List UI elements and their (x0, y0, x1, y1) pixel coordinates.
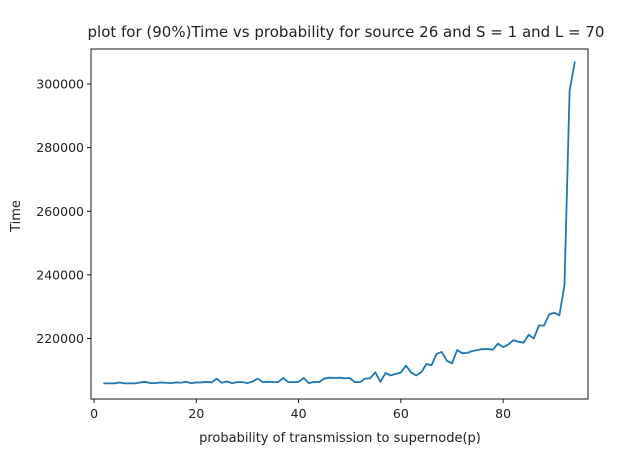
x-tick-label: 0 (90, 406, 98, 421)
axes-frame (90, 48, 589, 400)
y-tick-label: 220000 (36, 331, 84, 346)
y-axis-label: Time (9, 200, 24, 233)
x-tick-label: 40 (291, 406, 307, 421)
series-line-0 (103, 61, 576, 385)
y-tick-label: 300000 (36, 77, 84, 92)
plot-area: 0 20 40 60 80 220000 240000 260000 280000 300000 (36, 48, 589, 421)
y-tick-label: 260000 (36, 204, 84, 219)
y-tick-label: 240000 (36, 267, 84, 282)
x-tick-label: 80 (495, 406, 511, 421)
x-tick-label: 20 (188, 406, 204, 421)
x-tick-label: 60 (393, 406, 409, 421)
y-tick-label: 280000 (36, 140, 84, 155)
chart-title: plot for (90%)Time vs probability for so… (88, 23, 605, 41)
x-axis-label: probability of transmission to supernode… (199, 431, 481, 446)
